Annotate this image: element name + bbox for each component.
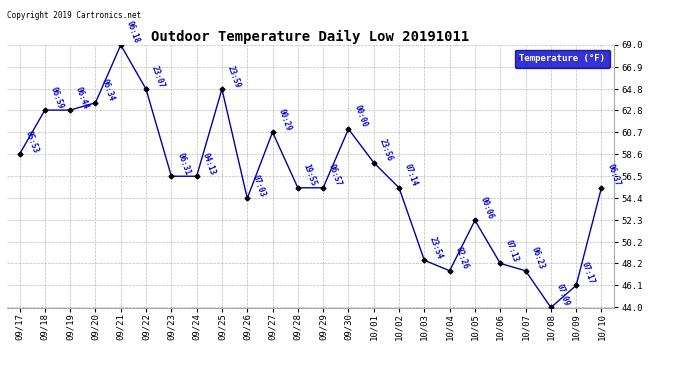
Text: 23:07: 23:07 <box>150 64 166 89</box>
Text: 06:37: 06:37 <box>605 163 622 188</box>
Text: 06:59: 06:59 <box>48 85 65 110</box>
Text: 06:44: 06:44 <box>74 85 90 110</box>
Title: Outdoor Temperature Daily Low 20191011: Outdoor Temperature Daily Low 20191011 <box>151 30 470 44</box>
Text: 19:55: 19:55 <box>302 163 318 188</box>
Text: 00:06: 00:06 <box>479 195 495 220</box>
Text: 05:53: 05:53 <box>23 129 40 154</box>
Text: 06:23: 06:23 <box>529 246 546 271</box>
Text: 02:26: 02:26 <box>453 246 470 271</box>
Legend: Temperature (°F): Temperature (°F) <box>515 50 609 68</box>
Text: 06:18: 06:18 <box>125 20 141 45</box>
Text: 07:14: 07:14 <box>403 163 420 188</box>
Text: 04:13: 04:13 <box>201 152 217 176</box>
Text: 23:56: 23:56 <box>377 138 394 162</box>
Text: 06:34: 06:34 <box>99 78 116 103</box>
Text: 00:00: 00:00 <box>353 104 368 129</box>
Text: 07:13: 07:13 <box>504 238 520 263</box>
Text: 00:29: 00:29 <box>276 107 293 132</box>
Text: 07:03: 07:03 <box>251 173 268 198</box>
Text: Copyright 2019 Cartronics.net: Copyright 2019 Cartronics.net <box>7 11 141 20</box>
Text: 06:57: 06:57 <box>327 163 344 188</box>
Text: 07:09: 07:09 <box>555 283 571 308</box>
Text: 07:17: 07:17 <box>580 261 596 285</box>
Text: 23:59: 23:59 <box>226 64 242 89</box>
Text: 23:54: 23:54 <box>428 236 444 260</box>
Text: 06:31: 06:31 <box>175 152 192 176</box>
